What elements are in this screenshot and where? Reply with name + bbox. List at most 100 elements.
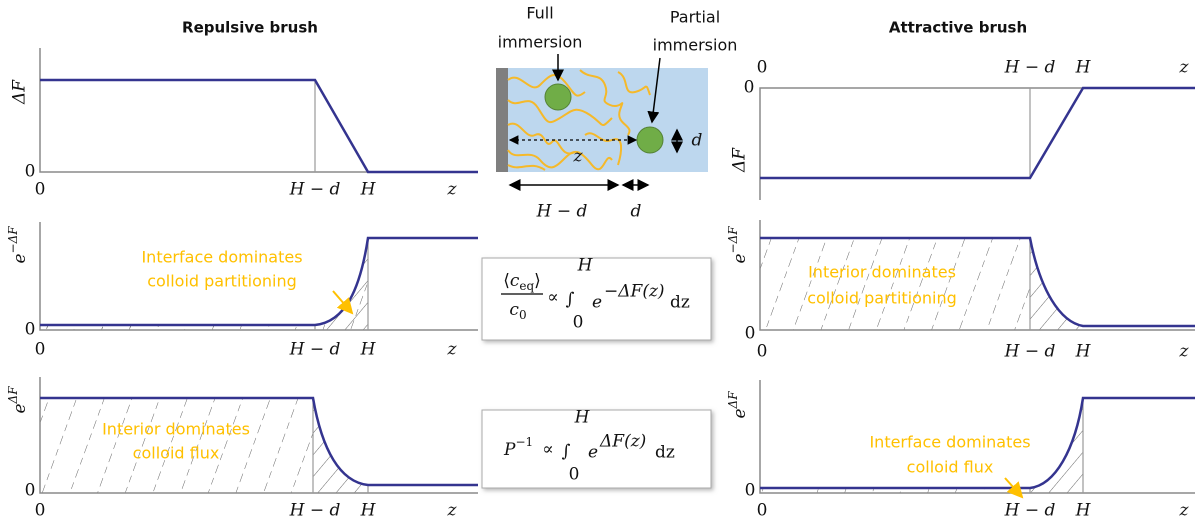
schematic-label: immersion — [653, 36, 738, 55]
permeability-formula-rect — [481, 409, 712, 489]
brush-schematic-path — [507, 164, 546, 171]
title: Repulsive brush — [182, 19, 318, 37]
schematic-label: z — [573, 147, 584, 167]
repulsive-free-energy-plot-path — [39, 48, 478, 173]
brush-schematic-circle — [544, 83, 572, 111]
formula-part: dz — [655, 443, 675, 463]
attractive-free-energy-plot-path — [760, 86, 1195, 180]
partition-formula-rect — [481, 257, 712, 341]
formula-part: ⟨ceq⟩ — [503, 271, 541, 293]
schematic-label: Full — [526, 4, 553, 23]
tick-label: H — [1075, 501, 1092, 521]
permeability-formula: P−1 ∝ ∫ H 0 e ΔF(z) dz — [481, 408, 712, 489]
formula-part: ∝ — [547, 288, 559, 308]
attractive-flux-plot: eΔF 0 0 H − d H z Interface dominates co… — [726, 380, 1195, 521]
y-label-exponent: −ΔF — [726, 226, 740, 254]
brush-schematic: Full immersion Partial immersion z d H −… — [496, 4, 737, 222]
y-label-base: e — [730, 408, 750, 418]
formula-part: e — [592, 293, 602, 313]
formula-part: H — [574, 408, 591, 428]
y-label-exponent: ΔF — [6, 386, 20, 405]
tick-label: 0 — [25, 320, 36, 340]
tick-label: H − d — [1004, 342, 1056, 362]
brush-schematic-path — [507, 99, 613, 126]
y-label: e−ΔF — [6, 226, 30, 264]
formula-part: −1 — [515, 435, 533, 449]
tick-label: H — [1075, 58, 1092, 78]
repulsive-partition-plot-path — [315, 238, 368, 330]
tick-label: 0 — [757, 501, 768, 521]
attractive-flux-plot-path — [1030, 398, 1083, 493]
repulsive-partition-plot: e−ΔF 0 0 H − d H z Interface dominates c… — [6, 222, 478, 360]
tick-label: H — [360, 340, 377, 360]
tick-label: 0 — [25, 481, 36, 501]
y-label-exponent: −ΔF — [6, 226, 20, 254]
annotation: Interior dominates — [102, 420, 250, 439]
tick-label: 0 — [745, 324, 756, 344]
tick-label: H − d — [289, 340, 341, 360]
formula-part: H — [577, 256, 594, 276]
tick-label: 0 — [744, 78, 755, 98]
y-label: e−ΔF — [726, 226, 750, 264]
y-label-base: e — [730, 253, 750, 263]
attractive-flux-plot-line — [1004, 477, 1024, 499]
tick-label: H — [360, 501, 377, 521]
schematic-label: Partial — [670, 8, 720, 27]
annotation: colloid flux — [133, 444, 220, 463]
formula-part: P — [503, 440, 516, 460]
attractive-free-energy-plot-path — [759, 87, 1195, 200]
annotation: colloid partitioning — [807, 289, 957, 308]
tick-label: z — [447, 501, 458, 521]
tick-label: 0 — [35, 180, 46, 200]
y-label-exponent: ΔF — [726, 391, 740, 410]
y-label-base: e — [10, 403, 30, 413]
repulsive-flux-plot: eΔF 0 0 H − d H z Interior dominates col… — [6, 377, 478, 521]
tick-label: 0 — [35, 340, 46, 360]
repulsive-partition-plot-line — [332, 290, 354, 315]
tick-label: 0 — [35, 501, 46, 521]
schematic-label: d — [631, 202, 642, 222]
tick-label: z — [1179, 501, 1190, 521]
tick-label: H − d — [1004, 58, 1056, 78]
tick-label: 0 — [757, 58, 768, 78]
formula-part: P−1 — [503, 435, 533, 460]
formula-part: 0 — [519, 308, 527, 322]
y-label: ΔF — [10, 79, 30, 105]
formula-part: dz — [670, 293, 690, 313]
formula-part: ⟩ — [534, 271, 541, 291]
tick-label: H − d — [289, 180, 341, 200]
schematic-label: immersion — [498, 33, 583, 52]
formula-part: ΔF(z) — [599, 432, 646, 452]
formula-part: ∫ — [566, 290, 575, 310]
formula-part: c — [509, 300, 519, 320]
y-label-base: e — [10, 253, 30, 263]
formula-part: c0 — [509, 300, 526, 322]
repulsive-flux-plot-path — [40, 396, 478, 487]
brush-schematic-path — [579, 69, 631, 136]
tick-label: 0 — [745, 481, 756, 501]
schematic-label: d — [692, 131, 703, 151]
brush-schematic-path — [617, 71, 651, 96]
brush-schematic-circle — [636, 126, 664, 154]
y-label: eΔF — [726, 391, 750, 419]
formula-part: ⟨ — [503, 271, 510, 291]
tick-label: z — [447, 340, 458, 360]
attractive-partition-plot-path — [760, 236, 1195, 328]
formula-part: 0 — [569, 465, 580, 485]
formula-part: −ΔF(z) — [604, 282, 665, 302]
brush-schematic-path — [507, 149, 613, 171]
partition-formula: ⟨ceq⟩ c0 ∝ ∫ H 0 e −ΔF(z) dz — [481, 256, 712, 341]
annotation: Interface dominates — [869, 433, 1030, 452]
attractive-partition-plot-path — [759, 220, 1195, 331]
repulsive-free-energy-plot: ΔF 0 0 H − d H z — [10, 48, 478, 200]
formula-part: e — [588, 443, 598, 463]
tick-label: H − d — [1004, 501, 1056, 521]
annotation: colloid partitioning — [147, 272, 297, 291]
brush-schematic-line — [647, 57, 661, 124]
schematic-label: H − d — [536, 202, 588, 222]
formula-part: ∫ — [562, 442, 571, 462]
tick-label: H — [360, 180, 377, 200]
attractive-free-energy-plot: ΔF 0 0 H − d H z — [730, 58, 1195, 200]
tick-label: H — [1075, 342, 1092, 362]
